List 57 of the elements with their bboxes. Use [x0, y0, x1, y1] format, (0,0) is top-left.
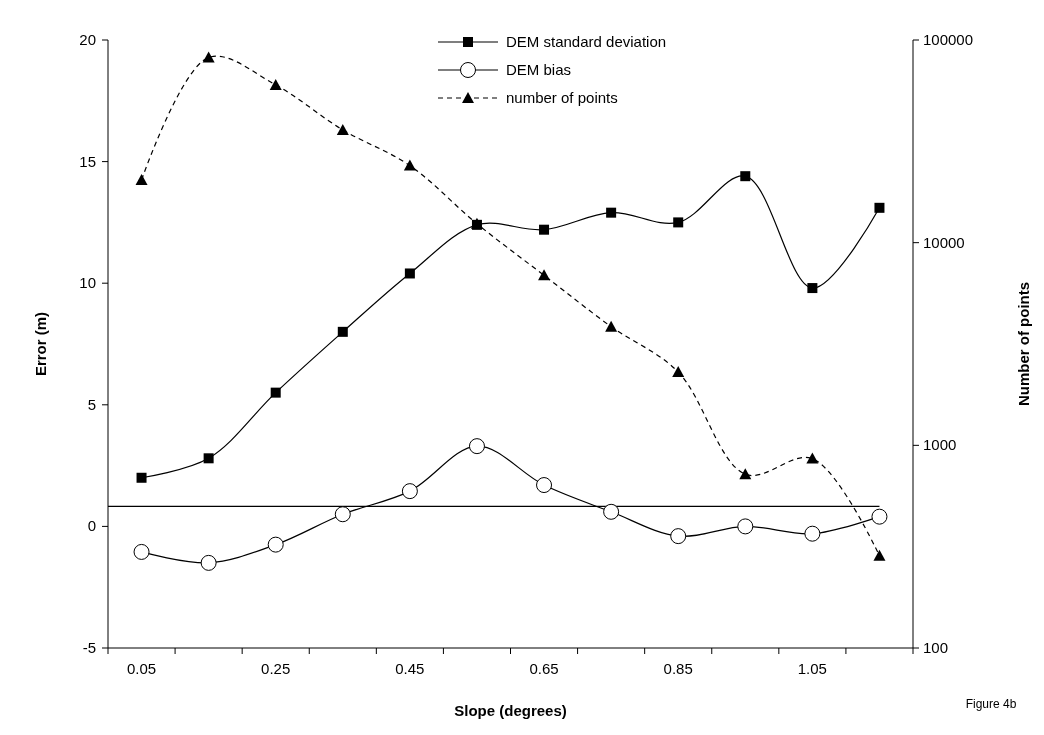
point [270, 387, 281, 398]
point [670, 528, 687, 545]
point [203, 453, 214, 464]
x-tick-label: 0.05 [126, 660, 157, 677]
point [538, 269, 551, 281]
y-tick-label: 20 [79, 31, 96, 48]
point [804, 525, 821, 542]
x-tick-label: 0.45 [395, 660, 425, 677]
y-tick-label: 15 [79, 152, 96, 170]
y-tick-label: -5 [82, 639, 96, 656]
x-tick-label: 0.25 [261, 660, 291, 677]
y2-axis-title: Number of points [1015, 281, 1032, 407]
point [673, 217, 684, 228]
legend-label: DEM standard deviation [506, 33, 667, 50]
point [401, 483, 418, 500]
point [672, 366, 685, 378]
y2-tick-label: 1000 [923, 436, 957, 454]
point [871, 508, 888, 525]
y-tick-label: 10 [79, 274, 96, 292]
point [403, 159, 416, 171]
point [133, 543, 150, 560]
point [404, 268, 415, 279]
y2-tick-label: 100 [923, 639, 949, 656]
x-tick-label: 0.65 [529, 660, 559, 677]
point [739, 468, 752, 480]
point [200, 554, 217, 571]
point [740, 171, 751, 182]
point [269, 78, 282, 90]
point [267, 536, 284, 553]
point [136, 472, 147, 483]
legend-label: number of points [506, 89, 618, 106]
legend-label: DEM bias [506, 61, 572, 78]
y2-tick-label: 10000 [923, 233, 965, 251]
point [135, 173, 148, 185]
caption: Figure 4b [965, 697, 1017, 711]
point [737, 518, 754, 535]
y2-tick-label: 100000 [923, 31, 974, 48]
point [873, 549, 886, 561]
point [468, 438, 485, 455]
y-axis-title: Error (m) [32, 311, 49, 377]
point [603, 503, 620, 520]
y-tick-label: 0 [87, 517, 96, 535]
x-tick-label: 1.05 [797, 660, 827, 677]
point [807, 283, 818, 294]
point [337, 326, 348, 337]
point [336, 123, 349, 135]
point [605, 320, 618, 332]
point [539, 224, 550, 235]
point [334, 506, 351, 523]
point [606, 207, 617, 218]
y-tick-label: 5 [87, 395, 96, 413]
x-axis-title: Slope (degrees) [454, 702, 567, 719]
point [806, 452, 819, 464]
point [536, 477, 553, 494]
x-tick-label: 0.85 [663, 660, 693, 677]
point [202, 51, 215, 63]
point [874, 202, 885, 213]
